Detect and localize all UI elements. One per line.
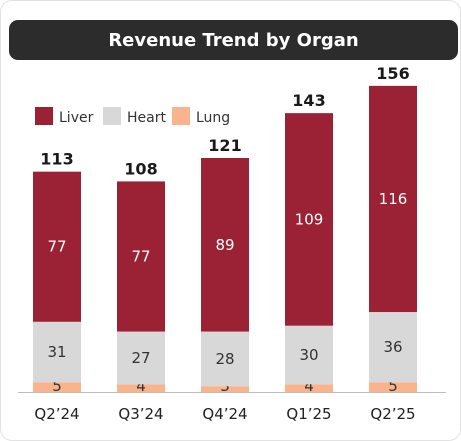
x-tick-label-q2-24: Q2’24 <box>34 405 79 423</box>
value-label-heart-q2-24: 31 <box>47 343 66 361</box>
value-label-liver-q3-24: 77 <box>131 247 150 265</box>
bar-liver-q2-25 <box>369 85 417 313</box>
bar-heart-q2-25 <box>369 312 417 383</box>
total-label-q1-25: 143 <box>292 91 325 110</box>
value-label-lung-q3-24: 4 <box>136 377 146 395</box>
bar-lung-q1-25 <box>285 384 333 392</box>
bar-liver-q1-25 <box>285 113 333 326</box>
bar-heart-q3-24 <box>117 331 165 385</box>
value-label-heart-q3-24: 27 <box>131 349 150 367</box>
value-label-heart-q2-25: 36 <box>383 338 402 356</box>
bar-lung-q2-25 <box>369 382 417 392</box>
legend-swatch-liver <box>35 107 53 125</box>
x-tick-label-q1-25: Q1’25 <box>286 405 331 423</box>
legend-label-heart: Heart <box>127 110 166 126</box>
chart-title: Revenue Trend by Organ <box>108 29 359 51</box>
legend: Liver Heart Lung <box>35 107 230 126</box>
x-tick-label-q3-24: Q3’24 <box>118 405 163 423</box>
bar-heart-q1-25 <box>285 325 333 385</box>
legend-label-liver: Liver <box>59 110 94 126</box>
value-label-lung-q1-25: 4 <box>304 377 314 395</box>
x-tick-label-q2-25: Q2’25 <box>370 405 415 423</box>
bar-lung-q3-24 <box>117 384 165 392</box>
bar-lung-q4-24 <box>201 386 249 392</box>
x-tick-label-q4-24: Q4’24 <box>202 405 247 423</box>
chart-title-bar: Revenue Trend by Organ <box>9 20 458 60</box>
value-label-liver-q1-25: 109 <box>295 210 324 228</box>
bar-heart-q2-24 <box>33 321 81 383</box>
bar-liver-q3-24 <box>117 181 165 332</box>
value-label-liver-q2-25: 116 <box>379 190 408 208</box>
legend-swatch-lung <box>172 107 190 125</box>
legend-swatch-heart <box>103 107 121 125</box>
value-label-heart-q4-24: 28 <box>215 350 234 368</box>
total-label-q4-24: 121 <box>208 136 241 155</box>
total-label-q2-25: 156 <box>376 64 409 83</box>
value-label-lung-q2-25: 5 <box>388 377 398 395</box>
value-label-liver-q4-24: 89 <box>215 236 234 254</box>
legend-label-lung: Lung <box>196 110 230 126</box>
bar-heart-q4-24 <box>201 331 249 387</box>
value-label-lung-q2-24: 5 <box>52 377 62 395</box>
total-label-q2-24: 113 <box>40 150 73 169</box>
bar-liver-q2-24 <box>33 171 81 322</box>
value-label-heart-q1-25: 30 <box>299 346 318 364</box>
total-label-q3-24: 108 <box>124 159 157 178</box>
bar-lung-q2-24 <box>33 382 81 392</box>
value-label-liver-q2-24: 77 <box>47 238 66 256</box>
bars-group: 53177113Q2’2442777108Q3’2432889121Q4’244… <box>33 64 417 423</box>
bar-liver-q4-24 <box>201 158 249 332</box>
